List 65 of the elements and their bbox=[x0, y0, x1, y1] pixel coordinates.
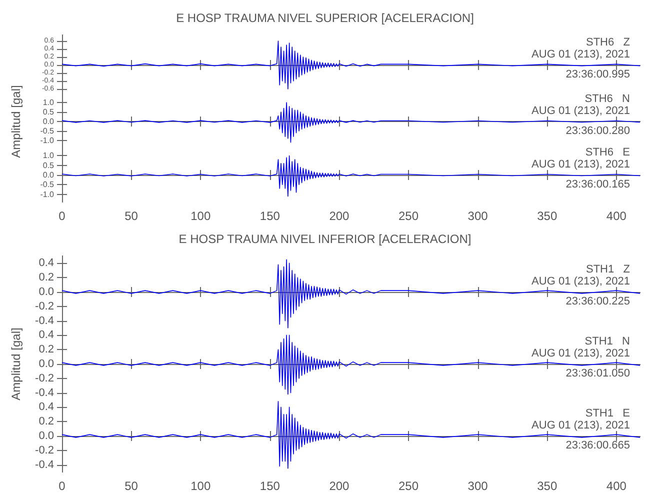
annotation: 23:36:00.280 bbox=[566, 125, 630, 137]
y-tick-label: 0.0 bbox=[42, 117, 55, 126]
x-tick-label: 0 bbox=[58, 479, 66, 493]
x-tick-label: 150 bbox=[260, 209, 280, 223]
y-tick-label: -0.2 bbox=[35, 444, 54, 456]
y-tick-label: 0.4 bbox=[38, 401, 54, 414]
x-tick-label: 50 bbox=[124, 209, 138, 223]
x-tick-label: 150 bbox=[260, 479, 280, 493]
x-tick-label: 400 bbox=[606, 479, 627, 493]
annotation: AUG 01 (213), 2021 bbox=[532, 48, 630, 60]
y-tick-label: -0.4 bbox=[35, 458, 54, 471]
x-tick-label: 100 bbox=[190, 209, 211, 223]
y-tick-label: 0.0 bbox=[42, 170, 55, 180]
y-tick-label: 0.2 bbox=[38, 416, 54, 428]
y-axis-title: Amplitud [gal] bbox=[9, 85, 23, 158]
y-tick-label: 0.2 bbox=[38, 272, 54, 284]
x-tick-label: 250 bbox=[398, 479, 419, 493]
y-tick-label: -0.2 bbox=[35, 372, 54, 384]
annotation: 23:36:00.225 bbox=[566, 296, 630, 308]
annotation: STH6 N bbox=[584, 93, 630, 105]
y-tick-label: 0.5 bbox=[42, 108, 55, 117]
x-tick-label: 300 bbox=[468, 479, 488, 493]
y-tick-label: -0.4 bbox=[35, 386, 54, 399]
annotation: STH1 E bbox=[585, 408, 630, 420]
y-axis-title: Amplitud [gal] bbox=[9, 328, 23, 400]
x-tick-label: 0 bbox=[58, 209, 66, 223]
y-tick-label: 0.0 bbox=[38, 358, 54, 370]
annotation: 23:36:00.165 bbox=[566, 178, 630, 190]
x-tick-label: 400 bbox=[606, 209, 627, 223]
y-tick-label: 0.2 bbox=[38, 344, 54, 356]
y-tick-label: 1.0 bbox=[42, 98, 55, 108]
annotation: 23:36:01.050 bbox=[566, 368, 630, 380]
y-tick-label: 0.0 bbox=[38, 430, 54, 442]
y-tick-label: -0.5 bbox=[40, 180, 55, 190]
y-tick-label: -0.4 bbox=[35, 314, 54, 327]
x-tick-label: 300 bbox=[468, 209, 488, 223]
annotation: AUG 01 (213), 2021 bbox=[532, 158, 630, 170]
y-tick-label: 0.0 bbox=[38, 286, 54, 298]
y-tick-label: -0.2 bbox=[35, 300, 54, 312]
y-tick-label: -1.0 bbox=[40, 190, 55, 199]
y-tick-label: 1.0 bbox=[42, 151, 55, 160]
annotation: STH1 Z bbox=[586, 264, 630, 276]
annotation: AUG 01 (213), 2021 bbox=[532, 105, 630, 117]
annotation: 23:36:00.665 bbox=[566, 440, 630, 452]
y-tick-label: 0.5 bbox=[42, 160, 55, 170]
x-tick-label: 350 bbox=[537, 479, 558, 493]
y-tick-label: 0.4 bbox=[38, 257, 54, 270]
annotation: AUG 01 (213), 2021 bbox=[532, 348, 630, 360]
annotation: STH6 E bbox=[585, 146, 630, 158]
annotation: AUG 01 (213), 2021 bbox=[532, 420, 630, 432]
x-tick-label: 200 bbox=[329, 209, 350, 223]
x-tick-label: 200 bbox=[329, 479, 350, 493]
annotation: 23:36:00.995 bbox=[566, 68, 630, 80]
y-tick-label: 0.4 bbox=[38, 329, 54, 342]
annotation: STH1 N bbox=[584, 336, 630, 348]
y-tick-label: -0.5 bbox=[40, 126, 55, 136]
y-tick-label: -1.0 bbox=[40, 136, 55, 145]
chart-title: E HOSP TRAUMA NIVEL INFERIOR [ACELERACION] bbox=[178, 232, 472, 246]
annotation: STH6 Z bbox=[586, 36, 630, 48]
annotation: AUG 01 (213), 2021 bbox=[532, 276, 630, 288]
x-tick-label: 50 bbox=[124, 479, 138, 493]
x-tick-label: 250 bbox=[398, 209, 419, 223]
x-tick-label: 100 bbox=[190, 479, 211, 493]
x-tick-label: 350 bbox=[537, 209, 558, 223]
chart-title: E HOSP TRAUMA NIVEL SUPERIOR [ACELERACION] bbox=[176, 11, 474, 25]
